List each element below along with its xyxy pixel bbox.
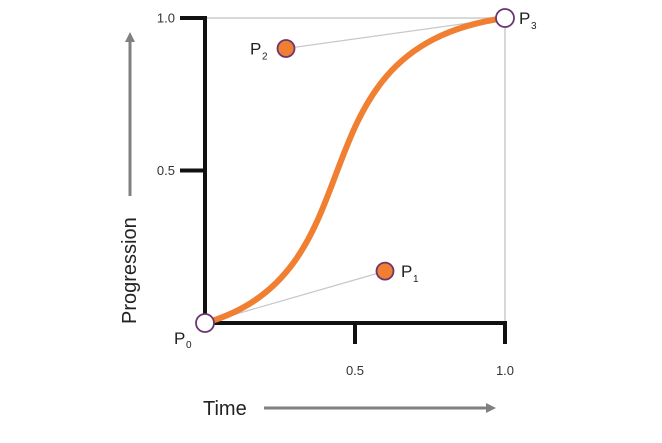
endpoint-p0 [195, 313, 215, 333]
x-axis-title: Time [203, 398, 247, 420]
x-tick-label: 0.5 [346, 363, 364, 378]
y-tick-label: 1.0 [157, 11, 175, 26]
control-point-p1 [375, 261, 395, 281]
y-axis-title: Progression [119, 217, 141, 324]
point-label-p0: P [174, 329, 185, 348]
point-subscript-p1: 1 [413, 274, 419, 285]
point-label-p1: P [401, 262, 412, 281]
control-point-p2 [276, 39, 296, 58]
point-label-p3: P [519, 9, 530, 28]
point-subscript-p0: 0 [186, 340, 192, 351]
bezier-curve [202, 15, 508, 326]
y-tick-label: 0.5 [157, 163, 175, 178]
point-subscript-p3: 3 [531, 21, 537, 32]
x-tick-label: 1.0 [496, 363, 514, 378]
endpoint-p3 [495, 8, 515, 28]
point-subscript-p2: 2 [262, 52, 268, 63]
point-label-p2: P [250, 40, 261, 59]
